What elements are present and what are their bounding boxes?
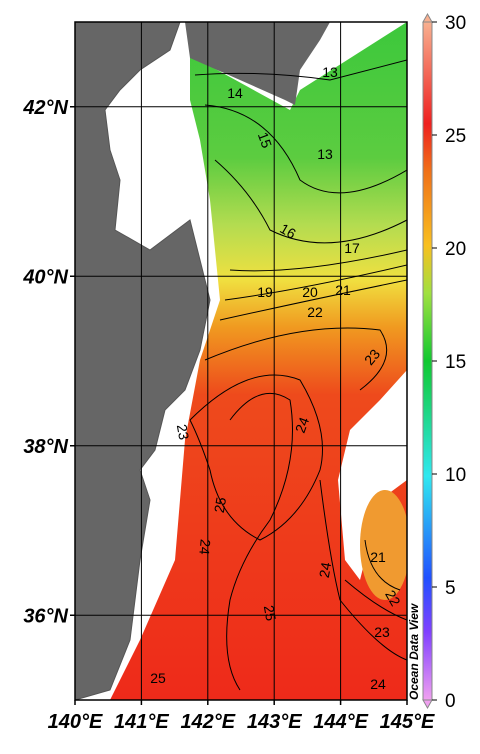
map-frame: [74, 21, 408, 701]
y-tick-label: 42°N: [22, 97, 68, 119]
no-data: [338, 370, 407, 580]
land: [75, 22, 170, 150]
contour-label: 13: [322, 64, 338, 80]
contour-label: 22: [307, 304, 323, 320]
contour-label: 13: [317, 146, 333, 162]
contour-label: 23: [374, 624, 390, 640]
contour-label: 25: [211, 496, 229, 514]
ocean-field: [110, 22, 407, 700]
contour-label: 21: [370, 549, 386, 565]
colorbar-tick-label: 15: [445, 352, 466, 373]
y-tick-label: 36°N: [23, 605, 68, 627]
contour-label: 16: [277, 220, 299, 242]
contour-label: 24: [196, 539, 213, 556]
x-tick-label: 142°E: [180, 711, 235, 733]
contour-label: 17: [344, 240, 360, 256]
y-tick-label: 40°N: [22, 266, 68, 288]
land: [185, 22, 330, 105]
contour-label: 19: [257, 284, 273, 300]
contour-label: 25: [150, 670, 166, 686]
land: [75, 22, 211, 700]
contour-label: 21: [335, 282, 351, 298]
x-tick-label: 145°E: [380, 711, 435, 733]
contour-label: 22: [382, 587, 404, 609]
watermark: Ocean Data View: [407, 603, 421, 700]
y-tick-label: 38°N: [23, 436, 68, 458]
contour-label: 24: [370, 676, 386, 692]
contour-label: 20: [302, 284, 318, 300]
colorbar-tick-label: 5: [445, 578, 456, 599]
colorbar-tick-label: 20: [445, 239, 466, 260]
colorbar-extend-bottom: [422, 699, 433, 710]
colorbar-tick-label: 25: [445, 126, 466, 147]
colorbar-tick-label: 30: [445, 13, 466, 34]
x-tick-label: 143°E: [247, 711, 302, 733]
map-area: [75, 22, 407, 700]
contour-label: 25: [261, 604, 279, 622]
colorbar-tick-label: 0: [445, 691, 456, 712]
contour-label: 14: [227, 85, 243, 101]
colorbar: [422, 21, 433, 701]
colorbar-extend-top: [422, 12, 433, 23]
contour-label: 24: [292, 415, 312, 435]
x-tick-label: 140°E: [48, 711, 103, 733]
warm-eddy: [360, 490, 407, 600]
x-tick-label: 144°E: [313, 711, 368, 733]
x-tick-label: 141°E: [114, 711, 169, 733]
contour-label: 15: [255, 130, 275, 150]
contour-label: 24: [316, 561, 334, 579]
contour-label: 23: [174, 423, 192, 441]
colorbar-tick-label: 10: [445, 465, 466, 486]
